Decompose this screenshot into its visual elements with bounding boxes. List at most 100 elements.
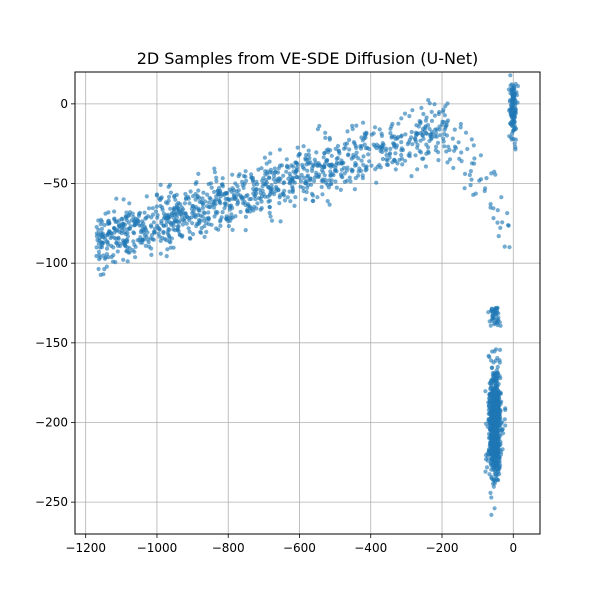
- data-point: [490, 388, 495, 393]
- data-point: [182, 201, 187, 206]
- data-point: [429, 118, 435, 123]
- data-point: [260, 184, 265, 189]
- data-point: [229, 212, 234, 217]
- data-point: [407, 154, 412, 159]
- data-point: [326, 185, 331, 190]
- y-tick-label: −150: [35, 336, 68, 350]
- data-point: [491, 216, 496, 221]
- data-point: [250, 178, 256, 183]
- data-point: [385, 158, 390, 163]
- data-point: [200, 205, 205, 211]
- data-point: [155, 223, 160, 228]
- data-point: [374, 142, 379, 147]
- data-point: [496, 311, 501, 316]
- data-point: [324, 158, 329, 163]
- data-point: [166, 194, 172, 199]
- data-point: [327, 202, 332, 207]
- data-point: [494, 375, 500, 380]
- data-point: [284, 157, 289, 162]
- data-point: [136, 211, 142, 216]
- data-point: [434, 144, 439, 149]
- data-point: [110, 234, 115, 239]
- data-point: [491, 397, 496, 402]
- data-point: [372, 125, 378, 130]
- data-point: [338, 172, 344, 177]
- data-point: [339, 158, 344, 163]
- data-point: [207, 200, 212, 205]
- data-point: [446, 144, 451, 149]
- data-point: [319, 168, 325, 173]
- grid-lines: [75, 72, 540, 534]
- data-point: [498, 439, 503, 444]
- data-point: [184, 221, 189, 226]
- data-point: [133, 216, 138, 221]
- data-point: [94, 245, 99, 250]
- data-point: [98, 255, 103, 260]
- data-point: [287, 189, 292, 194]
- data-point: [441, 136, 446, 141]
- data-point: [292, 180, 297, 185]
- data-point: [114, 228, 119, 233]
- data-point: [495, 319, 500, 324]
- data-point: [489, 456, 494, 462]
- data-point: [168, 206, 173, 211]
- data-point: [347, 147, 352, 152]
- data-point: [513, 145, 518, 150]
- data-point: [427, 132, 432, 137]
- data-point: [314, 170, 319, 175]
- data-point: [236, 188, 241, 193]
- data-point: [442, 144, 447, 149]
- data-point: [410, 142, 415, 147]
- data-point: [421, 111, 426, 117]
- data-point: [462, 171, 468, 176]
- data-point: [257, 187, 262, 192]
- data-point: [322, 173, 327, 178]
- data-point: [247, 197, 252, 202]
- data-point: [384, 162, 389, 167]
- data-point: [511, 106, 516, 111]
- data-point: [259, 194, 265, 199]
- data-point: [492, 506, 497, 511]
- x-tick-label: 0: [509, 541, 517, 555]
- data-point: [146, 206, 152, 211]
- data-point: [497, 471, 502, 477]
- data-point: [100, 240, 105, 245]
- data-point: [218, 188, 223, 193]
- data-point: [187, 201, 192, 206]
- data-point: [218, 223, 223, 228]
- data-point: [435, 140, 441, 145]
- data-point: [149, 215, 154, 220]
- data-point: [322, 165, 327, 170]
- data-point: [397, 157, 402, 162]
- data-point: [213, 209, 218, 214]
- data-point: [360, 138, 365, 143]
- data-point: [148, 223, 154, 228]
- y-tick-label: −50: [43, 177, 68, 191]
- data-point: [329, 153, 334, 158]
- data-point: [495, 451, 500, 456]
- x-tick-label: −600: [283, 541, 316, 555]
- data-point: [393, 151, 398, 156]
- data-point: [508, 83, 513, 88]
- data-point: [494, 379, 499, 384]
- data-point: [245, 209, 250, 214]
- data-point: [189, 215, 194, 220]
- data-point: [268, 214, 273, 219]
- data-point: [442, 113, 447, 118]
- data-point: [116, 222, 121, 227]
- data-point: [130, 211, 135, 216]
- data-point: [251, 186, 256, 192]
- x-tick-label: −200: [426, 541, 459, 555]
- data-point: [512, 141, 517, 146]
- data-point: [482, 188, 487, 194]
- data-point: [253, 197, 258, 202]
- data-point: [199, 226, 204, 231]
- data-point: [486, 310, 491, 315]
- data-point: [272, 166, 277, 171]
- data-point: [512, 113, 517, 118]
- data-point: [324, 180, 329, 185]
- data-point: [265, 169, 270, 174]
- data-point: [489, 474, 494, 480]
- data-point: [244, 194, 249, 199]
- data-point: [462, 186, 467, 191]
